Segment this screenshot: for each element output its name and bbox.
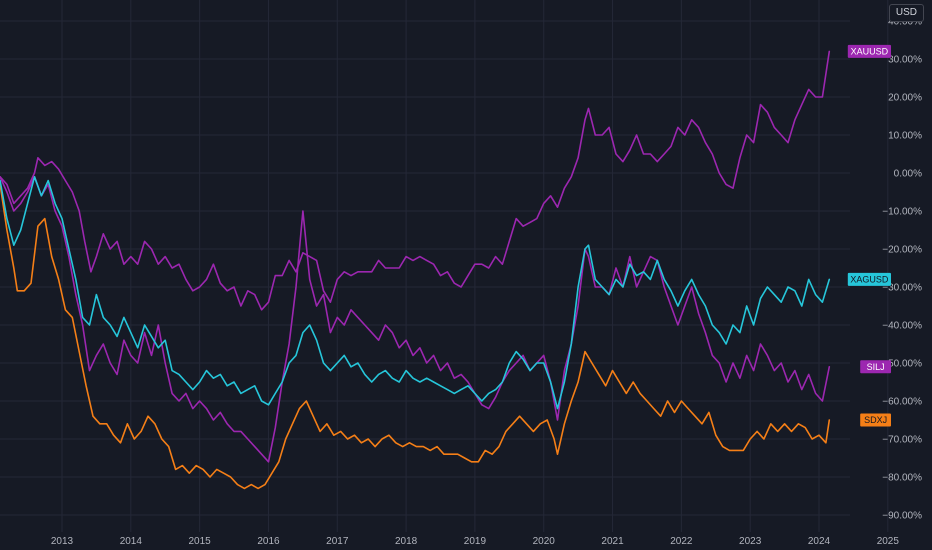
x-tick-label: 2023 — [739, 536, 762, 547]
series-line-xagusd — [0, 176, 831, 410]
series-tag-label: XAUUSD — [851, 47, 889, 57]
y-tick-label: −10.00% — [882, 207, 922, 218]
series-tags: XAUUSD XAGUSD SILJ SDXJ — [847, 44, 891, 427]
x-tick-label: 2025 — [877, 536, 900, 547]
series-line-sdxj — [0, 183, 831, 490]
x-tick-label: 2021 — [601, 536, 624, 547]
series-tag-xauusd: XAUUSD — [847, 44, 891, 58]
y-tick-label: 30.00% — [888, 55, 922, 66]
y-axis: 40.00% 30.00% 20.00% 10.00% 0.00% −10.00% −20.… — [882, 17, 922, 522]
series-tag-label: XAGUSD — [850, 275, 889, 285]
grid-layer — [0, 0, 889, 532]
series-tag-bg — [847, 44, 891, 58]
y-tick-label: 40.00% — [888, 17, 922, 28]
x-tick-label: 2015 — [189, 536, 212, 547]
y-tick-label: −60.00% — [882, 397, 922, 408]
x-tick-label: 2014 — [120, 536, 143, 547]
series-tag-silj: SILJ — [860, 360, 891, 374]
y-tick-label: −70.00% — [882, 435, 922, 446]
series-tag-sdxj: SDXJ — [860, 413, 891, 427]
series-line-silj — [0, 176, 831, 463]
series-layer — [0, 50, 831, 490]
x-tick-label: 2018 — [395, 536, 418, 547]
y-tick-label: −90.00% — [882, 511, 922, 522]
x-axis: 2013 2014 2015 2016 2017 2018 2019 2020 2021 2022… — [51, 536, 900, 547]
y-tick-label: −80.00% — [882, 473, 922, 484]
x-tick-label: 2017 — [326, 536, 349, 547]
y-tick-label: −50.00% — [882, 359, 922, 370]
x-tick-label: 2019 — [464, 536, 487, 547]
x-tick-label: 2013 — [51, 536, 74, 547]
y-tick-label: 0.00% — [894, 169, 922, 180]
series-tag-bg — [847, 272, 891, 286]
series-tag-label: SDXJ — [864, 415, 887, 425]
series-line-xauusd — [0, 50, 831, 311]
y-tick-label: −30.00% — [882, 283, 922, 294]
y-tick-label: −40.00% — [882, 321, 922, 332]
series-tag-bg — [860, 413, 891, 427]
y-tick-label: −20.00% — [882, 245, 922, 256]
x-tick-label: 2022 — [670, 536, 693, 547]
series-tag-bg — [860, 360, 891, 374]
x-tick-label: 2020 — [533, 536, 556, 547]
x-tick-label: 2016 — [257, 536, 280, 547]
y-tick-label: 20.00% — [888, 93, 922, 104]
currency-button[interactable]: USD — [888, 4, 924, 22]
series-tag-label: SILJ — [867, 362, 885, 372]
x-tick-label: 2024 — [808, 536, 831, 547]
series-tag-xagusd: XAGUSD — [847, 272, 891, 286]
y-tick-label: 10.00% — [888, 131, 922, 142]
